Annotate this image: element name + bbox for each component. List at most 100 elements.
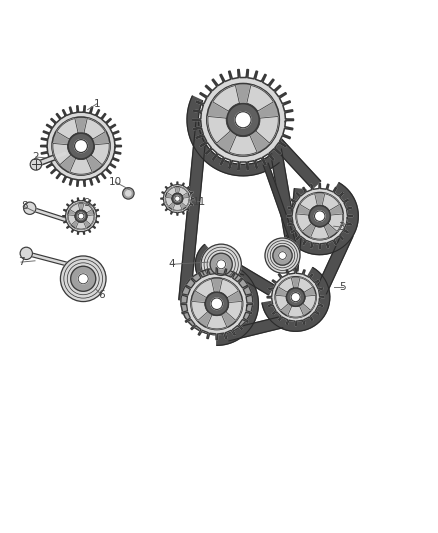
Polygon shape (276, 295, 289, 310)
Text: 5: 5 (339, 281, 346, 292)
Polygon shape (262, 268, 330, 332)
Polygon shape (63, 198, 99, 235)
Circle shape (175, 196, 180, 201)
Polygon shape (161, 182, 194, 215)
Polygon shape (279, 278, 293, 292)
Polygon shape (226, 301, 242, 320)
Text: 7: 7 (18, 257, 25, 267)
Circle shape (207, 84, 279, 156)
Polygon shape (219, 279, 238, 297)
Text: 6: 6 (98, 290, 105, 300)
Circle shape (210, 253, 232, 276)
Circle shape (205, 292, 228, 315)
Polygon shape (53, 143, 71, 165)
Circle shape (78, 213, 84, 219)
Circle shape (166, 187, 189, 211)
Circle shape (20, 247, 32, 260)
Polygon shape (207, 315, 227, 329)
Polygon shape (192, 301, 208, 320)
Polygon shape (193, 69, 293, 170)
Polygon shape (167, 187, 176, 196)
Circle shape (71, 266, 96, 292)
Polygon shape (270, 149, 297, 241)
Polygon shape (247, 85, 273, 111)
Circle shape (265, 238, 300, 273)
Circle shape (273, 246, 292, 265)
Polygon shape (322, 193, 339, 211)
Polygon shape (41, 106, 121, 186)
Polygon shape (181, 268, 253, 340)
Polygon shape (166, 198, 173, 206)
Polygon shape (235, 265, 274, 295)
Polygon shape (70, 204, 80, 213)
Circle shape (68, 203, 94, 229)
Polygon shape (316, 232, 353, 294)
Polygon shape (173, 204, 182, 210)
Polygon shape (213, 85, 240, 111)
Text: 3: 3 (338, 222, 345, 232)
Circle shape (52, 117, 110, 175)
Polygon shape (298, 278, 313, 292)
Polygon shape (70, 158, 92, 174)
Polygon shape (257, 121, 321, 189)
Circle shape (286, 288, 305, 306)
Text: 10: 10 (109, 177, 122, 187)
Polygon shape (297, 214, 311, 231)
Polygon shape (195, 279, 214, 297)
Circle shape (123, 188, 134, 199)
Ellipse shape (181, 268, 253, 335)
Polygon shape (286, 189, 306, 271)
Polygon shape (229, 135, 257, 155)
Text: 8: 8 (21, 201, 28, 212)
Polygon shape (57, 118, 78, 139)
Circle shape (309, 206, 330, 227)
Text: 4: 4 (168, 260, 175, 269)
Circle shape (296, 192, 343, 240)
Polygon shape (286, 183, 358, 255)
Circle shape (78, 274, 88, 284)
Text: 1: 1 (94, 99, 101, 109)
Polygon shape (187, 96, 279, 176)
Polygon shape (311, 227, 329, 239)
Polygon shape (84, 118, 105, 139)
Circle shape (235, 112, 251, 128)
Circle shape (30, 159, 42, 170)
Circle shape (60, 256, 106, 302)
Circle shape (68, 133, 94, 159)
Polygon shape (288, 306, 304, 317)
Circle shape (74, 140, 88, 152)
Circle shape (191, 278, 243, 329)
Circle shape (211, 298, 223, 310)
Text: 9: 9 (83, 198, 90, 208)
Circle shape (126, 191, 131, 196)
Polygon shape (217, 268, 258, 345)
Polygon shape (86, 215, 94, 224)
Circle shape (314, 211, 325, 221)
Polygon shape (208, 117, 230, 143)
Circle shape (201, 244, 241, 285)
Polygon shape (287, 183, 353, 249)
Text: 2: 2 (32, 152, 39, 162)
Polygon shape (179, 187, 187, 196)
Circle shape (75, 210, 87, 222)
Polygon shape (303, 295, 315, 310)
Circle shape (227, 103, 259, 136)
Polygon shape (263, 163, 296, 243)
Polygon shape (201, 263, 244, 286)
Polygon shape (182, 198, 189, 206)
Polygon shape (91, 143, 109, 165)
Circle shape (217, 260, 226, 269)
Polygon shape (179, 119, 208, 301)
Text: 11: 11 (193, 197, 206, 207)
Polygon shape (226, 317, 283, 341)
Circle shape (172, 193, 183, 204)
Polygon shape (76, 222, 86, 229)
Circle shape (279, 252, 286, 260)
Polygon shape (70, 271, 103, 286)
Polygon shape (300, 193, 318, 211)
Circle shape (291, 293, 300, 302)
Polygon shape (195, 245, 238, 290)
Circle shape (275, 277, 316, 318)
Polygon shape (256, 117, 278, 143)
Polygon shape (82, 204, 92, 213)
